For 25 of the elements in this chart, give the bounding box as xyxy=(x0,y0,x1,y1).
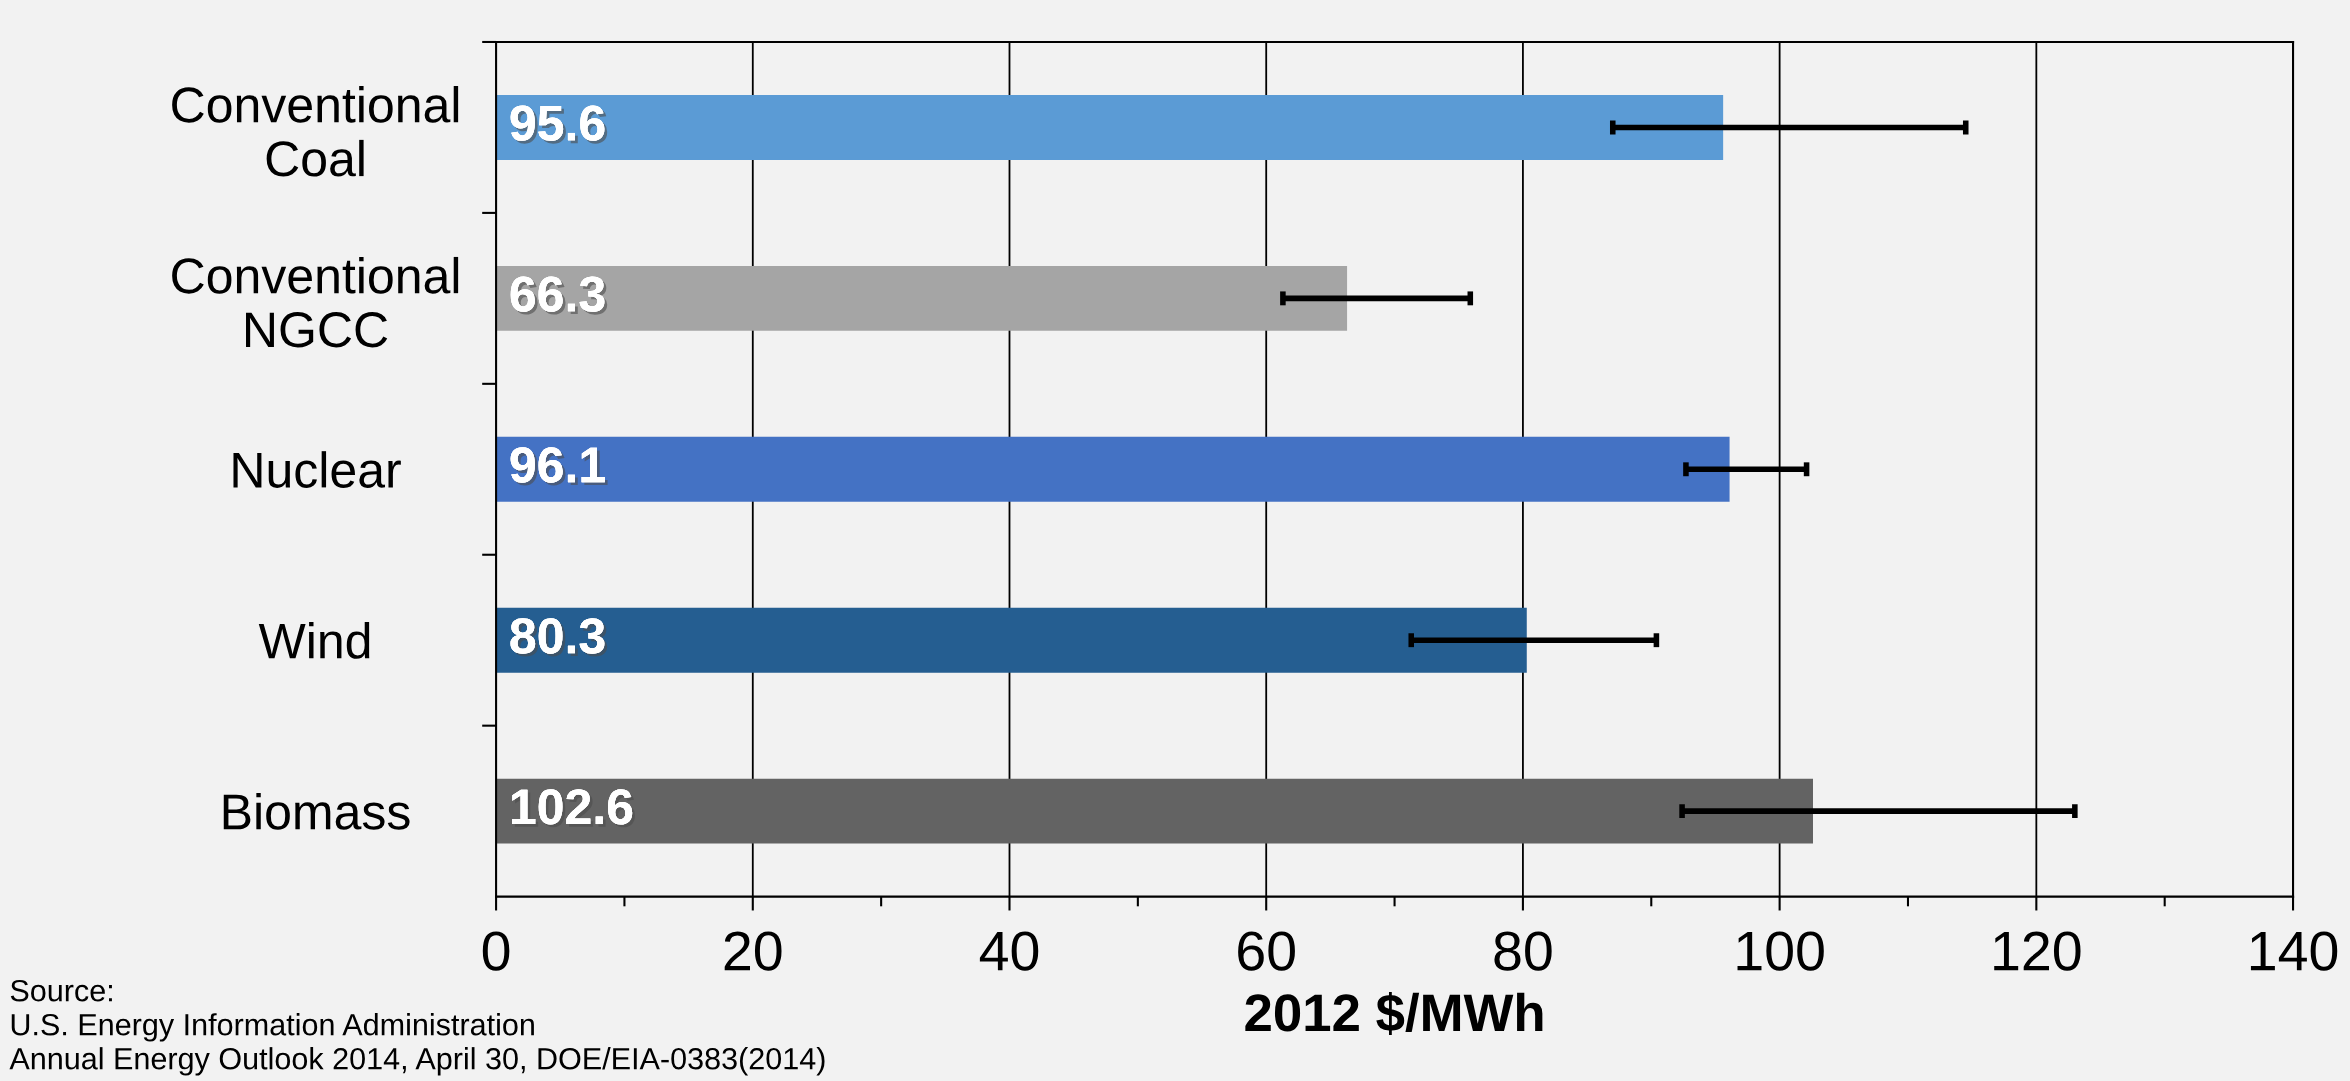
y-tick-label: Conventional Coal xyxy=(172,86,459,177)
x-tick-label: 40 xyxy=(979,931,1039,971)
data-label: 66.3 xyxy=(510,276,608,315)
y-tick-label: Wind xyxy=(258,622,370,659)
data-label: 80.3 xyxy=(510,618,608,657)
source-note: Source: U.S. Energy Information Administration Annual Energy Outlook 2014, April 30, DOE/EIA-0383(2014) xyxy=(9,979,825,1076)
bar xyxy=(496,265,1348,331)
y-tick-label: Conventional NGCC xyxy=(172,256,459,348)
y-tick-label: Biomass xyxy=(223,793,410,830)
y-tick-label: Nuclear xyxy=(233,451,401,488)
x-tick-label: 0 xyxy=(482,931,510,971)
x-tick-label: 60 xyxy=(1238,931,1295,971)
data-label: 95.6 xyxy=(510,105,608,144)
x-tick-label: 100 xyxy=(1737,931,1824,971)
x-tick-label: 140 xyxy=(2250,931,2338,971)
x-tick-label: 120 xyxy=(1994,931,2081,971)
bar xyxy=(496,607,1527,673)
bar xyxy=(496,436,1730,502)
data-label: 102.6 xyxy=(512,789,636,828)
bar xyxy=(496,94,1724,160)
data-label: 96.1 xyxy=(510,447,608,486)
x-tick-label: 80 xyxy=(1494,931,1552,971)
x-axis-title: 2012 $/MWh xyxy=(1245,991,1543,1035)
bar xyxy=(496,778,1813,844)
x-tick-label: 20 xyxy=(724,931,782,971)
